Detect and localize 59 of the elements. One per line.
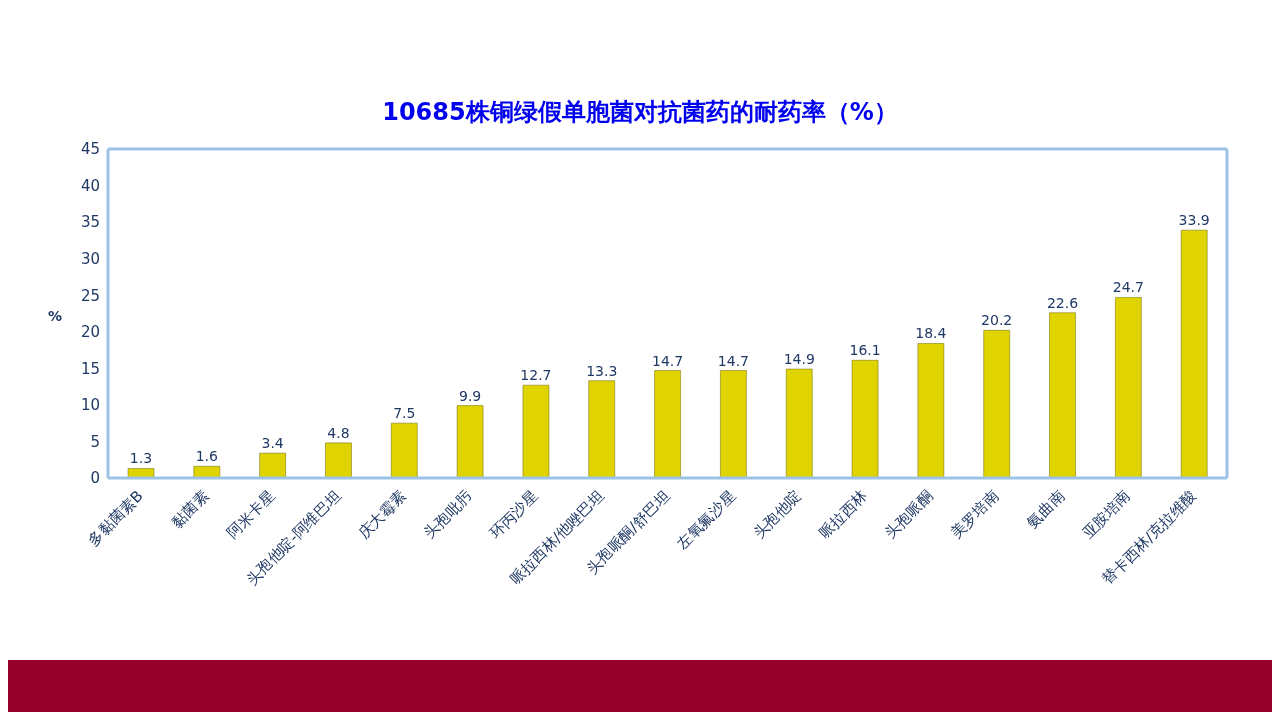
bar: [1115, 297, 1142, 478]
data-label: 14.9: [783, 351, 815, 368]
y-tick-label: 5: [90, 432, 100, 451]
data-label: 12.7: [520, 367, 552, 384]
x-tick-label: 哌拉西林: [815, 486, 871, 543]
y-tick-label: 0: [90, 469, 100, 488]
x-tick-label: 头孢吡肟: [420, 486, 476, 543]
data-label: 1.6: [195, 448, 219, 465]
bar: [193, 466, 221, 478]
x-tick-label: 多黏菌素B: [84, 486, 147, 550]
bar: [1180, 229, 1208, 478]
x-tick-label: 氨曲南: [1023, 486, 1069, 532]
x-tick-label: 头孢哌酮: [881, 486, 937, 543]
data-label: 24.7: [1112, 279, 1144, 296]
data-label: 16.1: [849, 342, 881, 359]
bar: [588, 380, 616, 478]
y-tick-label: 45: [80, 140, 100, 159]
data-label: 33.9: [1178, 212, 1210, 229]
y-tick-label: 20: [80, 323, 100, 342]
bar: [391, 422, 418, 478]
bar: [456, 405, 484, 478]
bar: [851, 360, 879, 478]
bar: [654, 370, 681, 478]
y-tick-label: 30: [80, 249, 100, 268]
bar: [1049, 312, 1076, 478]
data-label: 9.9: [458, 387, 482, 404]
data-label: 14.7: [717, 352, 749, 369]
data-label: 7.5: [393, 405, 416, 422]
data-label: 14.7: [652, 352, 684, 369]
bar: [983, 330, 1010, 478]
x-tick-label: 头孢他啶: [749, 486, 805, 543]
y-tick-label: 15: [80, 359, 100, 378]
bar: [720, 370, 747, 478]
bar: [127, 468, 155, 478]
chart-title: 10685株铜绿假单胞菌对抗菌药的耐药率（%）: [381, 97, 899, 128]
x-tick-label: 环丙沙星: [486, 486, 542, 543]
y-tick-label: 10: [80, 396, 100, 415]
bar: [522, 384, 550, 478]
bar: [259, 452, 286, 478]
x-tick-label: 庆大霉素: [354, 486, 410, 543]
data-label: 4.8: [327, 424, 350, 441]
data-label: 3.4: [261, 435, 284, 452]
x-tick-label: 阿米卡星: [223, 486, 279, 543]
bar: [785, 368, 813, 478]
data-label: 18.4: [915, 325, 947, 342]
data-label: 20.2: [981, 312, 1013, 329]
bar: [325, 442, 352, 478]
y-tick-label: 40: [80, 176, 100, 195]
data-label: 1.3: [129, 450, 153, 467]
x-tick-label: 黏菌素: [167, 486, 213, 532]
x-tick-label: 美罗培南: [947, 486, 1003, 543]
y-tick-label: 35: [80, 213, 100, 232]
data-label: 22.6: [1046, 294, 1079, 311]
data-label: 13.3: [586, 362, 618, 379]
y-tick-label: 25: [80, 286, 100, 305]
y-axis-title: %: [48, 308, 63, 324]
x-tick-label: 亚胺培南: [1078, 486, 1134, 543]
bar: [917, 343, 945, 478]
x-tick-label: 左氧氟沙星: [673, 486, 739, 553]
